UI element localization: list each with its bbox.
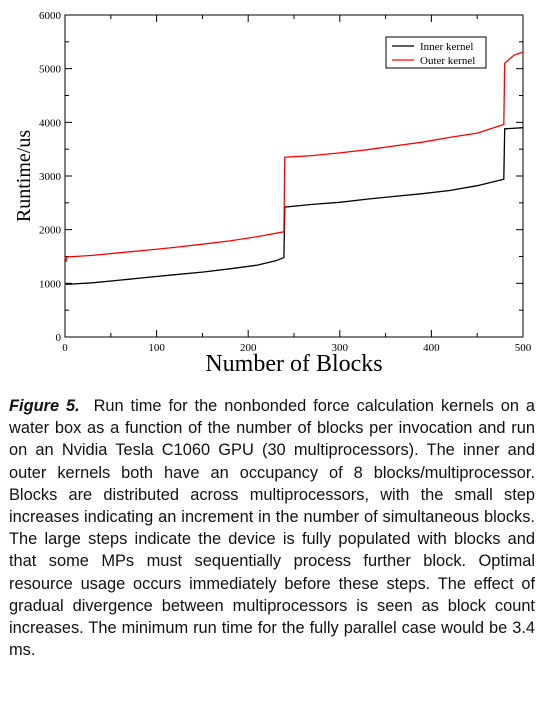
series-line-outer-kernel (65, 51, 524, 263)
caption-text: Run time for the nonbonded force calcula… (9, 397, 536, 660)
x-axis-title: Number of Blocks (205, 351, 382, 377)
y-tick-label: 4000 (39, 117, 62, 129)
figure-label: Figure 5. (9, 397, 80, 415)
y-tick-label: 1000 (39, 278, 62, 290)
series-line-inner-kernel (65, 127, 524, 286)
legend-label-inner: Inner kernel (420, 41, 473, 53)
axis-ticks (64, 14, 524, 338)
y-axis-title: Runtime/us (13, 130, 35, 222)
tick-labels: 0 100 200 300 400 500010002000300040005000600… (39, 10, 532, 354)
y-tick-label: 2000 (39, 225, 62, 237)
series-layer (65, 51, 524, 286)
x-tick-label: 300 (332, 342, 349, 354)
legend-box (385, 36, 487, 69)
y-tick-label: 0 (56, 332, 62, 344)
x-tick-label: 200 (240, 342, 257, 354)
legend: Inner kernel Outer kernel (385, 36, 487, 69)
x-tick-label: 100 (148, 342, 165, 354)
runtime-chart: 0 100 200 300 400 500010002000300040005000600… (13, 10, 532, 377)
y-tick-label: 3000 (39, 171, 62, 183)
x-tick-label: 500 (515, 342, 532, 354)
x-tick-label: 0 (62, 342, 68, 354)
x-tick-label: 400 (423, 342, 440, 354)
y-tick-label: 5000 (39, 64, 62, 76)
y-tick-label: 6000 (39, 10, 62, 22)
figure-caption: Figure 5. Run time for the nonbonded for… (9, 395, 535, 661)
legend-label-outer: Outer kernel (420, 55, 475, 67)
